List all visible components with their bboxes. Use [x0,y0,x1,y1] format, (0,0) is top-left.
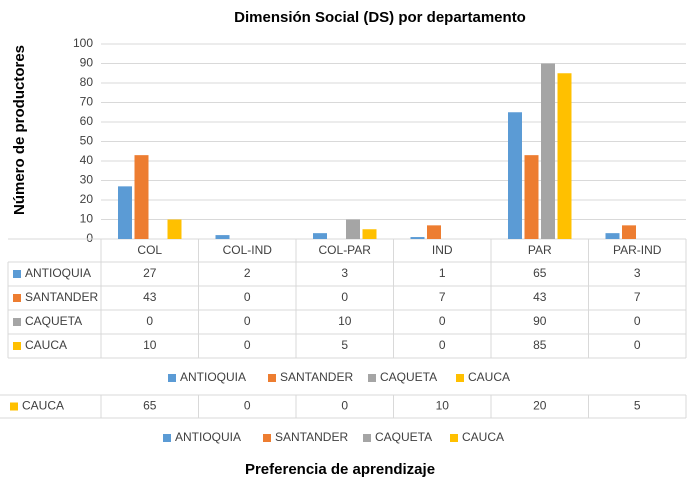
bar [410,237,425,239]
y-tick-label: 100 [73,36,93,50]
table-value: 0 [341,399,348,413]
y-tick-label: 0 [86,231,93,245]
legend-key [363,434,371,442]
table-value: 7 [439,290,446,304]
table-value: 27 [143,266,157,280]
y-tick-label: 90 [80,56,94,70]
table-value: 3 [341,266,348,280]
bar [118,186,132,239]
x-axis-title: Preferencia de aprendizaje [245,461,435,478]
legend-key [368,374,376,382]
bar [557,73,572,239]
table-value: 10 [436,399,450,413]
legend-key [456,374,464,382]
x-tick-label: COL [137,243,162,257]
bar [167,219,182,239]
table-value: 0 [634,314,641,328]
y-tick-label: 50 [80,134,94,148]
bar [605,233,620,239]
table-legend-key [13,270,21,278]
table-value: 0 [244,338,251,352]
bar [362,229,377,239]
table-value: 65 [533,266,547,280]
table-legend-key [10,402,18,411]
table-value: 3 [634,266,641,280]
bar [541,63,555,239]
table-value: 90 [533,314,547,328]
table-row-label: CAQUETA [25,314,82,328]
x-tick-label: COL-PAR [319,243,372,257]
table-value: 0 [244,314,251,328]
legend-key [263,434,271,442]
bar [313,233,327,239]
table-value: 20 [533,399,547,413]
y-tick-label: 40 [80,153,94,167]
y-tick-label: 60 [80,114,94,128]
legend-label: CAUCA [468,370,510,384]
legend-label: SANTANDER [280,370,353,384]
table-value: 85 [533,338,547,352]
bar [346,219,360,239]
y-tick-label: 80 [80,75,94,89]
legend-label: CAQUETA [375,430,432,444]
y-tick-label: 30 [80,173,94,187]
legend-key [168,374,176,382]
bar [215,235,230,239]
table-value: 0 [341,290,348,304]
legend-key [163,434,171,442]
table-value: 0 [439,314,446,328]
x-tick-label: IND [432,243,453,257]
legend-label: ANTIOQUIA [180,370,246,384]
bar [134,155,149,239]
table-legend-key [13,294,21,302]
table-legend-key [13,318,21,326]
table-value: 65 [143,399,157,413]
legend-key [450,434,458,442]
table-value: 5 [341,338,348,352]
table-value: 0 [146,314,153,328]
y-axis-title: Número de productores [11,45,28,215]
chart-title: Dimensión Social (DS) por departamento [234,9,526,26]
bar [524,155,539,239]
legend-label: ANTIOQUIA [175,430,241,444]
legend-label: CAUCA [462,430,504,444]
table-legend-key [13,342,21,350]
table-row-label: ANTIOQUIA [25,266,91,280]
x-tick-label: PAR-IND [613,243,662,257]
table-value: 2 [244,266,251,280]
table-row-label: SANTANDER [25,290,98,304]
x-tick-label: COL-IND [223,243,273,257]
table-value: 10 [338,314,352,328]
table-value: 1 [439,266,446,280]
legend-label: SANTANDER [275,430,348,444]
y-tick-label: 20 [80,192,94,206]
legend-label: CAQUETA [380,370,437,384]
y-tick-label: 10 [80,212,94,226]
bar [622,225,636,239]
table-value: 0 [244,290,251,304]
table-value: 0 [244,399,251,413]
bar [427,225,441,239]
table-value: 43 [533,290,547,304]
bar [508,112,522,239]
table-value: 7 [634,290,641,304]
table-value: 10 [143,338,157,352]
table-row-label: CAUCA [25,338,67,352]
table-value: 0 [634,338,641,352]
y-tick-label: 70 [80,95,94,109]
table-value: 5 [634,399,641,413]
x-tick-label: PAR [528,243,552,257]
table-value: 43 [143,290,157,304]
table-value: 0 [439,338,446,352]
legend-key [268,374,276,382]
table-row-label: CAUCA [22,399,64,413]
